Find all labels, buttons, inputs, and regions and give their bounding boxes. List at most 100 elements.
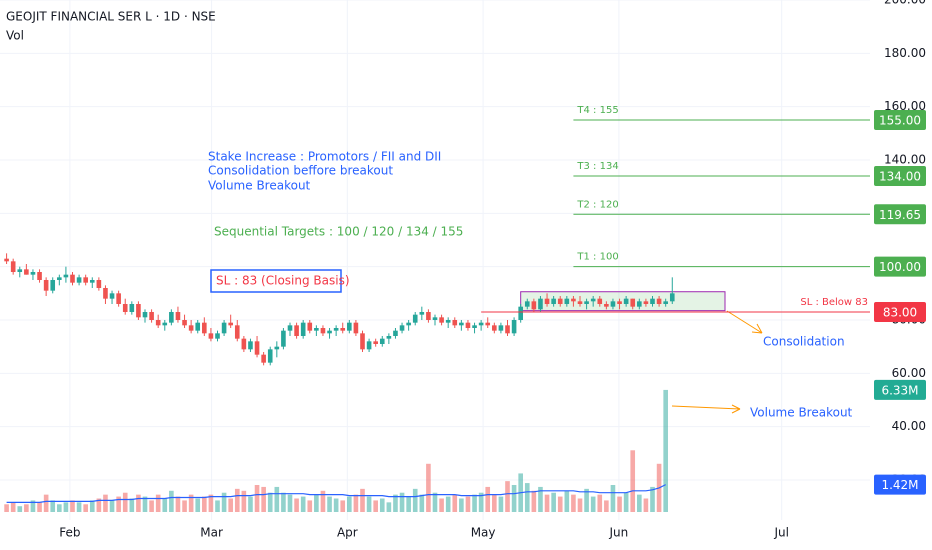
volume-bar [37,502,42,512]
chart-title: GEOJIT FINANCIAL SER L · 1D · NSE [6,10,216,24]
candle-body [320,328,326,334]
volume-bar [294,498,299,512]
price-badge-label: 100.00 [879,260,921,274]
candle-body [122,304,128,312]
volume-bar [221,492,227,512]
volume-bar [590,496,596,512]
volume-bar [24,504,29,512]
candle-body [136,304,141,318]
candle-body [524,301,530,307]
y-tick-label: 140.00 [884,153,926,167]
candle-body [149,312,154,320]
volume-bar [544,494,550,512]
candle-body [511,320,517,334]
volume-bar [412,488,418,512]
candle-body [386,336,392,339]
volume-bar [340,500,346,512]
candle-body [162,322,168,326]
candle-body [307,322,313,331]
volume-bar [406,496,411,512]
candle-body [643,301,649,304]
volume-badge-label: 1.42M [881,478,918,492]
candle-body [234,325,240,339]
candle-body [353,322,359,334]
candle-body [142,312,148,318]
volume-bar [439,498,444,512]
candle-body [498,325,504,331]
candle-body [538,298,543,310]
volume-bar [399,492,405,512]
candle-body [208,333,214,339]
arrow [671,404,741,414]
candle-body [669,293,675,302]
volume-bar [96,498,102,512]
plot-area [0,0,870,520]
candle-body [50,280,56,291]
volume-bar [432,492,438,512]
candle-body [129,304,135,312]
candle-body [518,306,523,320]
candle-body [254,341,260,355]
volume-bar [162,498,168,512]
candle-body [452,320,458,326]
candle-body [314,328,319,331]
candle-body [637,301,642,307]
candle-body [241,338,247,350]
candle-body [96,280,102,288]
volume-bar [663,389,668,512]
candle-body [406,322,411,326]
candle-body [360,333,365,350]
candle-body [116,293,121,304]
volume-bar [551,492,556,512]
volume-bar [188,494,194,512]
candle-body [412,314,418,323]
price-badge [874,302,926,322]
volume-bar [623,492,629,512]
volume-bar [485,486,491,512]
volume-note: Volume Breakout [750,406,853,420]
candle-body [505,325,510,334]
volume-bar [511,485,517,512]
candle-body [261,354,266,363]
candle-body [590,298,596,302]
level-label: T1 : 100 [576,252,618,263]
volume-bar [373,500,378,512]
volume-bar [70,500,75,512]
volume-bar [195,498,201,512]
volume-bar [492,494,497,512]
volume-bar [366,496,372,512]
volume-bar [63,502,69,512]
volume-bar [109,500,115,512]
candle-body [439,317,444,323]
candle-body [169,312,174,323]
candle-body [531,301,537,310]
x-tick-label: Apr [337,526,358,540]
volume-bar [300,496,306,512]
candle-body [656,298,662,304]
volume-bar [452,494,458,512]
candle-body [202,322,207,334]
candle-body [584,301,589,304]
sl-note-box [210,269,342,293]
candle-body [551,298,556,304]
volume-bar [320,490,326,512]
candle-body [30,272,36,275]
candle-body [373,341,378,344]
volume-bar [17,506,23,512]
candle-body [281,330,286,347]
volume-bar [76,502,82,512]
candle-body [70,274,75,283]
volume-bar [281,492,286,512]
volume-bar [643,498,649,512]
volume-bar [43,494,49,512]
volume-bar [459,498,464,512]
volume-bar [267,492,273,512]
volume-bar [637,494,642,512]
x-tick-label: Mar [200,526,223,540]
sl-note: SL : 83 (Closing Basis) [216,274,350,288]
volume-bar [254,485,260,512]
price-badge [874,166,926,186]
volume-badge-label: 6.33M [881,383,918,397]
x-tick-label: Feb [59,526,80,540]
candle-body [445,320,451,323]
